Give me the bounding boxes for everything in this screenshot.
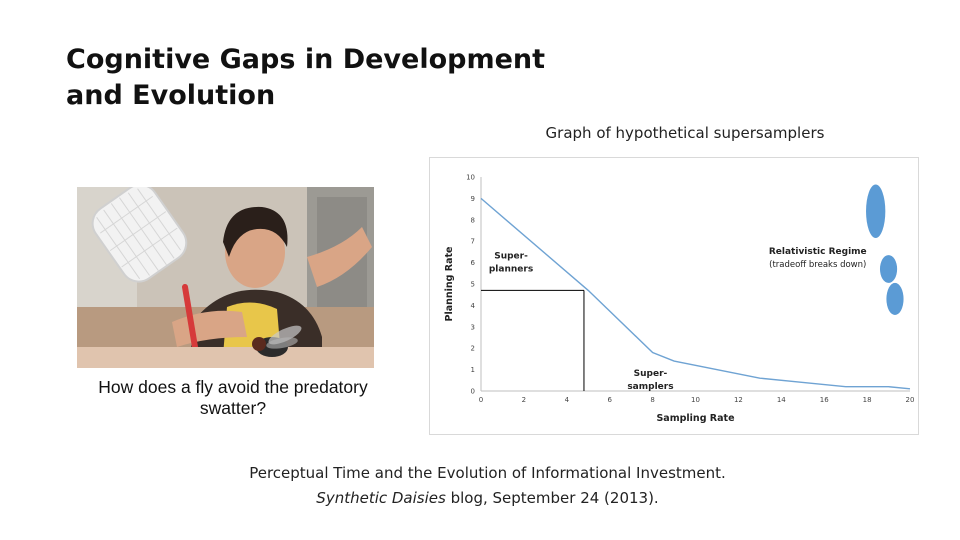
- y-tick-label: 5: [471, 281, 475, 289]
- x-axis-label: Sampling Rate: [656, 413, 734, 424]
- photo-caption-line-2: swatter?: [199, 398, 267, 418]
- annotation-super-planners: planners: [489, 264, 533, 274]
- annotation-super-samplers: samplers: [627, 382, 673, 392]
- photo-caption: How does a fly avoid the predatory swatt…: [77, 377, 389, 419]
- y-tick-label: 4: [471, 302, 476, 310]
- annotation-relativistic-regime: (tradeoff breaks down): [769, 260, 866, 270]
- y-tick-label: 1: [471, 366, 475, 374]
- x-tick-label: 10: [691, 396, 700, 404]
- citation: Perceptual Time and the Evolution of Inf…: [150, 461, 825, 511]
- title-line-2: and Evolution: [66, 80, 276, 111]
- title-line-1: Cognitive Gaps in Development: [66, 44, 546, 75]
- citation-blog-name: Synthetic Daisies: [316, 489, 446, 507]
- x-tick-label: 16: [820, 396, 829, 404]
- x-tick-label: 20: [906, 396, 915, 404]
- annotation-super-samplers: Super-: [634, 369, 668, 379]
- y-tick-label: 3: [471, 323, 475, 331]
- y-tick-label: 8: [471, 216, 475, 224]
- annotation-relativistic-regime: Relativistic Regime: [769, 247, 867, 257]
- y-tick-label: 2: [471, 345, 475, 353]
- fly-swatter-photo: [77, 187, 374, 368]
- regime-ellipse: [886, 282, 904, 316]
- y-tick-label: 9: [471, 195, 475, 203]
- y-axis-label: Planning Rate: [444, 247, 455, 322]
- citation-rest: blog, September 24 (2013).: [445, 489, 659, 507]
- slide-title: Cognitive Gaps in Development and Evolut…: [66, 42, 586, 114]
- regime-ellipse: [879, 255, 898, 283]
- regime-ellipse: [866, 184, 886, 238]
- y-tick-label: 7: [471, 238, 475, 246]
- y-tick-label: 6: [471, 259, 476, 267]
- series-line: [480, 197, 911, 390]
- x-tick-label: 18: [863, 396, 872, 404]
- chart-title: Graph of hypothetical supersamplers: [545, 124, 825, 142]
- x-tick-label: 14: [777, 396, 786, 404]
- x-tick-label: 2: [522, 396, 526, 404]
- x-tick-label: 8: [650, 396, 654, 404]
- x-tick-label: 0: [479, 396, 483, 404]
- photo-caption-line-1: How does a fly avoid the predatory: [98, 377, 368, 397]
- annotation-super-planners: Super-: [494, 251, 528, 261]
- y-tick-label: 0: [471, 388, 475, 396]
- chart-area: 0 1 2 3 4 5 6 7 8 9 10 0 2 4 6 8 10 12 14 16 18 20 Sampling Ra…: [429, 157, 919, 435]
- x-tick-label: 6: [607, 396, 612, 404]
- fly-swatter-illustration: [77, 187, 374, 368]
- citation-line-1: Perceptual Time and the Evolution of Inf…: [249, 464, 726, 482]
- x-tick-label: 4: [565, 396, 570, 404]
- x-tick-label: 12: [734, 396, 743, 404]
- y-tick-label: 10: [466, 174, 475, 182]
